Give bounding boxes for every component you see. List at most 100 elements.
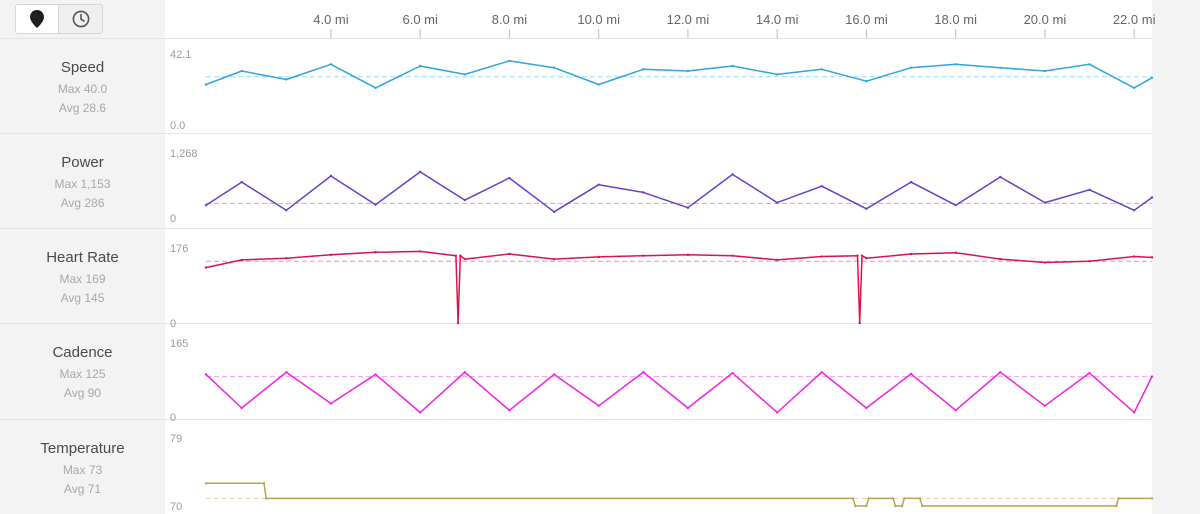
map-pin-toggle[interactable]	[15, 4, 59, 34]
y-max-label: 79	[170, 433, 182, 445]
data-point	[552, 66, 556, 69]
data-point	[329, 174, 333, 178]
data-point	[1088, 371, 1091, 375]
data-point	[285, 257, 288, 260]
row-title: Heart Rate	[46, 249, 119, 266]
data-point	[456, 321, 460, 325]
x-tick-label: 18.0 mi	[934, 12, 977, 27]
data-point	[731, 173, 734, 176]
data-point	[954, 63, 957, 66]
data-point	[204, 266, 208, 269]
data-point	[240, 69, 243, 73]
data-point	[597, 404, 600, 407]
data-point	[285, 370, 288, 374]
data-point	[854, 504, 857, 508]
data-point	[240, 406, 243, 410]
x-tick-label: 16.0 mi	[845, 12, 888, 27]
row-avg: Avg 286	[60, 196, 105, 210]
row-title: Cadence	[52, 344, 113, 361]
x-tick-label: 4.0 mi	[313, 12, 349, 27]
data-point	[418, 170, 422, 174]
data-point	[1132, 255, 1136, 258]
data-point	[1117, 497, 1120, 500]
data-point	[920, 504, 924, 508]
data-point	[686, 69, 690, 73]
data-point	[891, 497, 895, 500]
data-point	[1088, 260, 1091, 263]
data-point	[329, 402, 333, 405]
data-point	[240, 258, 243, 262]
row-label-speed: Speed Max 40.0 Avg 28.6	[0, 39, 165, 133]
data-point	[731, 254, 734, 257]
map-pin-icon	[30, 10, 44, 28]
data-point	[1132, 411, 1136, 414]
clock-toggle[interactable]	[59, 4, 103, 34]
x-tick-label: 6.0 mi	[402, 12, 438, 27]
data-point	[909, 252, 913, 256]
data-point	[463, 73, 467, 76]
data-point	[642, 370, 645, 374]
data-point	[1150, 76, 1154, 79]
data-point	[865, 504, 868, 508]
data-point	[860, 254, 864, 257]
series-line-heart-rate	[205, 250, 1153, 324]
y-max-label: 42.1	[170, 49, 191, 61]
row-label-cadence: Cadence Max 125 Avg 90	[0, 324, 165, 419]
data-point	[418, 64, 422, 68]
row-max: Max 169	[59, 272, 106, 286]
data-point	[597, 183, 600, 186]
data-point	[999, 175, 1002, 179]
series-line-temperature	[206, 482, 1152, 507]
data-point	[686, 406, 690, 410]
row-avg: Avg 28.6	[58, 101, 107, 115]
data-point	[265, 497, 268, 500]
row-max: Max 125	[59, 367, 106, 381]
row-avg: Avg 90	[63, 386, 102, 400]
data-point	[909, 66, 913, 69]
data-point	[374, 373, 377, 376]
data-point	[954, 251, 957, 254]
data-point	[1150, 497, 1154, 500]
x-tick-label: 20.0 mi	[1024, 12, 1067, 27]
data-point	[240, 180, 243, 184]
row-divider	[0, 38, 1152, 39]
data-point	[894, 504, 897, 508]
data-point	[597, 255, 600, 259]
row-divider	[0, 419, 1152, 420]
data-point	[418, 411, 422, 414]
data-point	[820, 370, 823, 374]
y-min-label: 70	[170, 501, 182, 513]
row-label-temperature: Temperature Max 73 Avg 71	[0, 420, 165, 514]
data-point	[374, 86, 377, 90]
data-point	[820, 68, 823, 71]
data-point	[1132, 209, 1136, 212]
row-title: Temperature	[40, 440, 125, 457]
view-toggle-group	[0, 0, 165, 38]
data-point	[954, 409, 957, 412]
data-point	[909, 180, 913, 184]
data-point	[374, 203, 377, 206]
data-point	[775, 73, 779, 76]
row-max: Max 73	[62, 463, 103, 477]
clock-icon	[72, 10, 89, 28]
data-point	[999, 257, 1002, 261]
data-point	[1088, 188, 1091, 192]
row-label-heart-rate: Heart Rate Max 169 Avg 145	[0, 229, 165, 323]
x-tick-label: 8.0 mi	[492, 12, 528, 27]
series-line-power	[205, 171, 1153, 213]
data-point	[1043, 404, 1047, 407]
data-point	[285, 209, 288, 212]
data-point	[597, 83, 600, 86]
top-bar	[0, 0, 1200, 38]
row-title: Power	[61, 154, 104, 171]
data-point	[329, 253, 333, 257]
data-point	[204, 83, 208, 86]
data-point	[454, 254, 458, 257]
data-point	[909, 372, 913, 376]
data-point	[858, 321, 861, 325]
data-point	[865, 406, 868, 410]
data-point	[642, 254, 645, 257]
y-max-label: 165	[170, 338, 188, 350]
data-point	[552, 210, 556, 214]
